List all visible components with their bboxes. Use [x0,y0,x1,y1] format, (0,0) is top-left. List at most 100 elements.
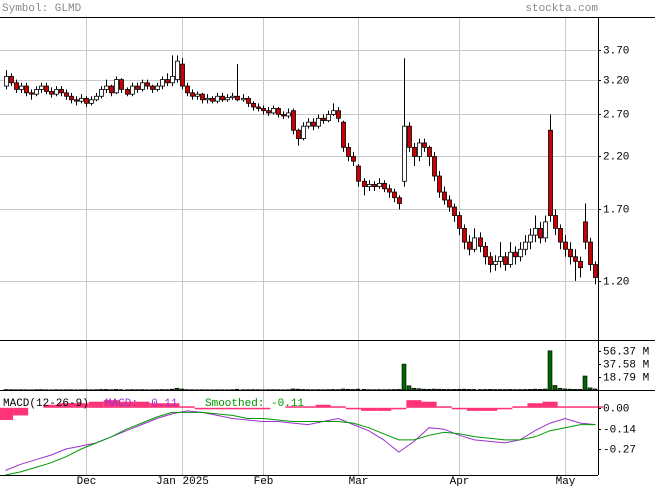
histogram-bar [587,406,604,408]
candle-body [301,125,306,140]
volume-bar [552,385,558,391]
candle-body [125,89,130,95]
histogram-bar [149,403,165,408]
volume-bar [487,389,493,391]
candle-body [241,97,246,101]
candle-body [573,256,578,262]
histogram-bar [73,403,89,408]
volume-bar [567,388,573,391]
candle-body [493,260,498,265]
volume-bar [557,387,563,391]
histogram-bar [164,403,180,408]
histogram-bar [255,407,271,410]
candle-body [528,234,533,243]
candle-body [29,92,34,95]
macd-legend: MACD: -0.11 [105,398,178,410]
candle-body [39,85,44,90]
candle-body [503,256,508,265]
candle-body [311,121,316,127]
candle-body [99,89,104,97]
histogram-bar [421,401,437,408]
macd-line [5,411,596,476]
candle-body [568,248,573,258]
candle-body [462,227,467,243]
mark-layer [0,55,604,476]
candle-body [160,79,165,87]
candle-body [246,97,251,104]
volume-bar [169,388,175,391]
candle-body [170,75,175,84]
candle-body [271,108,276,114]
candle-body [513,251,518,258]
volume-bar [461,388,467,391]
candle-body [266,110,271,114]
site-label: stockta.com [525,3,598,15]
candle-body [14,82,19,90]
volume-bar [411,387,417,391]
candle-body [467,241,472,250]
volume-bar [396,389,402,391]
candle-body [518,248,523,258]
candle-body [407,125,412,148]
candle-body [190,92,195,97]
candle-body [588,241,593,265]
candle-body [472,237,477,250]
histogram-bar [542,401,558,408]
candle-body [563,241,568,250]
y-tick-label: 3.70 [603,45,629,57]
candle-body [261,108,266,112]
candle-body [175,60,180,80]
candle-body [89,99,94,104]
volume-bar [587,387,593,391]
histogram-bar [118,401,135,408]
candle-body [104,85,109,90]
candle-body [427,146,432,157]
histogram-bar [376,407,392,411]
volume-bar [295,388,301,391]
y-tick-label: 0.00 [603,403,629,415]
histogram-bar [103,400,119,408]
candle-body [130,85,135,95]
histogram-bar [315,404,331,408]
volume-bar [582,375,588,391]
volume-bar [113,389,119,391]
candle-body [593,264,598,278]
histogram-bar [406,400,422,408]
candle-body [200,93,205,101]
candle-body [24,85,29,94]
volume-bar [361,389,367,391]
candle-body [351,156,356,162]
volume-bar [401,363,407,391]
histogram-bar [194,407,210,410]
candle-body [210,97,215,102]
histogram-bar [209,407,225,410]
candle-body [316,117,321,127]
histogram-bar [361,407,377,411]
candle-body [336,110,341,119]
candle-body [19,85,24,90]
candle-body [84,97,89,104]
y-tick-label: 2.20 [603,151,629,163]
y-tick-label: 18.79 M [603,372,649,384]
histogram-bar [512,406,528,408]
x-tick-label: Apr [450,476,470,486]
volume-bar [179,388,185,391]
candle-body [483,245,488,258]
volume-bar [592,388,598,391]
volume-bar [345,388,351,391]
candle-body [4,75,9,87]
candle-body [281,114,286,117]
y-tick-label: 2.70 [603,109,629,121]
histogram-bar [134,401,150,408]
volume-bar [330,389,336,391]
y-tick-label: 1.70 [603,204,629,216]
candle-body [341,121,346,148]
volume-bar [340,388,346,391]
candle-body [49,91,54,95]
candle-body [402,125,407,182]
histogram-bar [88,401,104,408]
candle-body [447,199,452,208]
candle-body [452,206,457,216]
candle-body [478,237,483,247]
